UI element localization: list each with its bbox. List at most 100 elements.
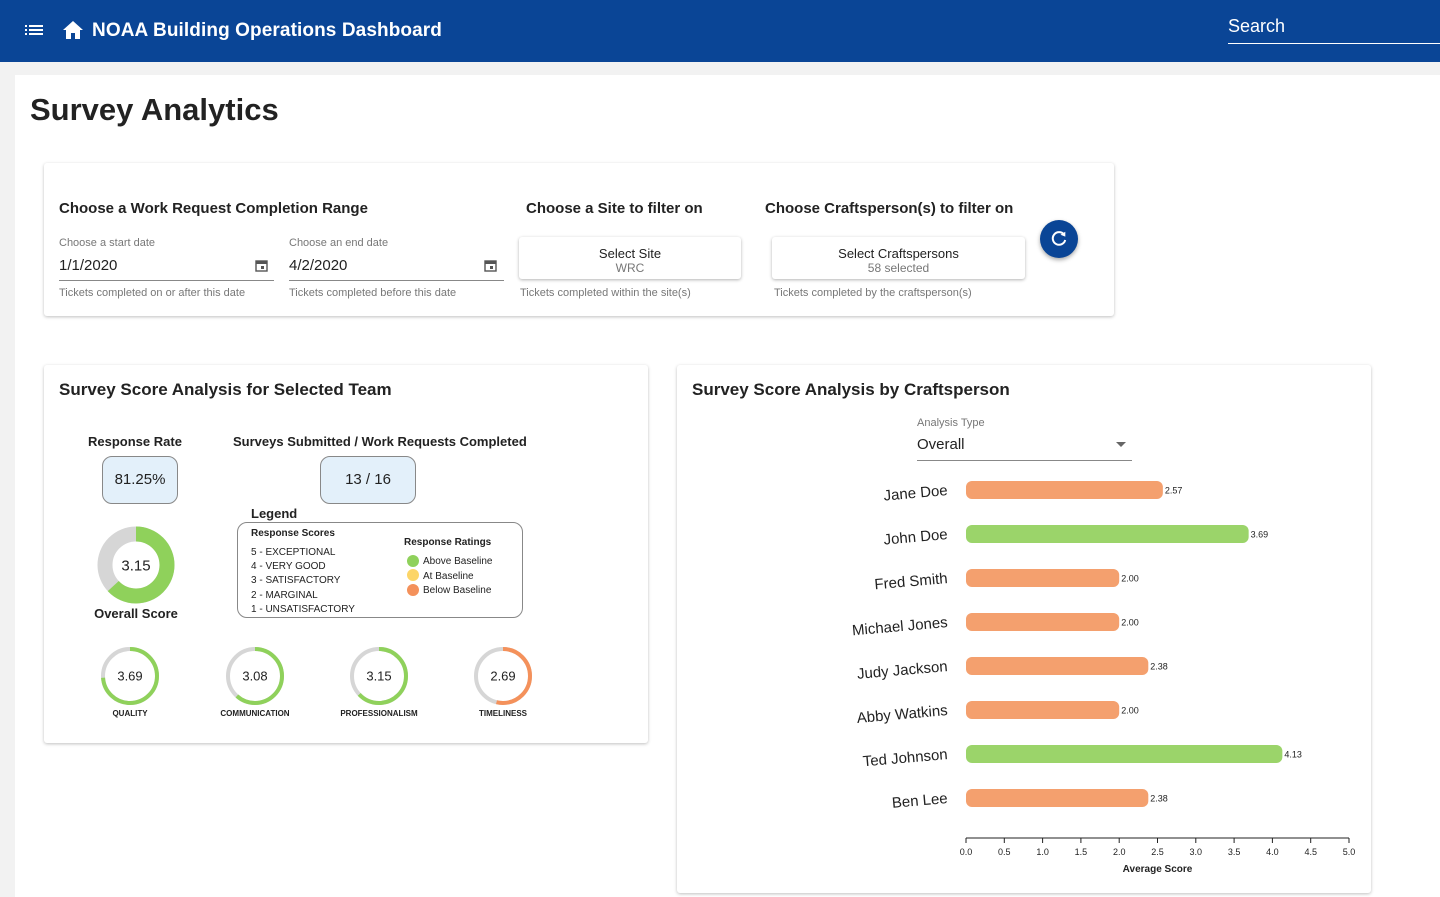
quality-gauge-value: 3.69 (117, 669, 142, 684)
bar[interactable] (966, 613, 1120, 631)
communication-label: COMMUNICATION (220, 709, 290, 718)
legend-score-item: 1 - UNSATISFACTORY (251, 604, 355, 615)
craftsperson-analysis-title: Survey Score Analysis by Craftsperson (692, 380, 1010, 399)
date-range-heading: Choose a Work Request Completion Range (59, 200, 368, 217)
timeliness-gauge-value: 2.69 (490, 669, 515, 684)
select-site-button[interactable]: Select Site WRC (519, 237, 741, 279)
below-baseline-dot (407, 584, 419, 596)
bar[interactable] (966, 657, 1149, 675)
select-craftspersons-button[interactable]: Select Craftspersons 58 selected (772, 237, 1025, 279)
start-date-helper: Tickets completed on or after this date (59, 287, 246, 299)
bar-value-label: 3.69 (1251, 530, 1269, 540)
legend-title: Legend (251, 506, 298, 521)
legend-rating-item: Above Baseline (423, 556, 493, 567)
legend-box (237, 522, 523, 618)
select-site-label: Select Site (598, 246, 662, 261)
x-axis-title: Average Score (1123, 864, 1193, 875)
surveys-submitted-label: Surveys Submitted / Work Requests Comple… (233, 434, 527, 449)
x-tick-label: 2.0 (1113, 847, 1126, 857)
analysis-type-label: Analysis Type (917, 417, 985, 429)
select-craftspersons-label: Select Craftspersons (838, 246, 959, 261)
dropdown-caret-icon[interactable] (1116, 442, 1126, 447)
x-tick-label: 3.0 (1190, 847, 1203, 857)
communication-gauge: 3.08 (226, 647, 284, 705)
timeliness-gauge-arc (474, 647, 532, 705)
category-label: Ted Johnson (862, 746, 948, 770)
page-title: Survey Analytics (30, 92, 279, 127)
response-ratings-heading: Response Ratings (404, 537, 492, 548)
start-date-field[interactable]: 1/1/2020 (59, 257, 118, 274)
category-label: Judy Jackson (856, 658, 948, 683)
overall-score-label: Overall Score (94, 606, 178, 621)
professionalism-gauge: 3.15 (350, 647, 408, 705)
refresh-icon (1051, 231, 1067, 246)
bar[interactable] (966, 745, 1283, 763)
surveys-submitted-value: 13 / 16 (320, 456, 416, 504)
x-tick-label: 1.5 (1075, 847, 1088, 857)
response-rate-value: 81.25% (102, 456, 178, 504)
category-label: Abby Watkins (856, 702, 948, 727)
professionalism-label: PROFESSIONALISM (340, 709, 418, 718)
score-gauges: 3.15 3.69 3.08 3.15 2.69 (97, 526, 532, 705)
bar[interactable] (966, 701, 1120, 719)
start-date-label: Choose a start date (59, 237, 156, 249)
overall-score-gauge: 3.15 (97, 526, 175, 604)
category-label: Fred Smith (874, 570, 949, 593)
communication-gauge-value: 3.08 (242, 669, 267, 684)
end-date-underline (289, 280, 504, 281)
bar[interactable] (966, 525, 1249, 543)
analysis-type-select[interactable]: Overall (917, 436, 965, 453)
app-title: NOAA Building Operations Dashboard (92, 20, 442, 41)
overall-score-gauge-arc (97, 526, 175, 604)
category-label: Jane Doe (883, 482, 948, 505)
craftsperson-helper: Tickets completed by the craftsperson(s) (774, 287, 972, 299)
team-analysis-card (44, 365, 648, 743)
refresh-button[interactable] (1040, 220, 1078, 258)
at-baseline-dot (407, 569, 419, 581)
legend-score-item: 2 - MARGINAL (251, 590, 318, 601)
bar-value-label: 2.57 (1165, 486, 1183, 496)
bar-value-label: 2.00 (1121, 574, 1139, 584)
overall-score-gauge-value: 3.15 (121, 557, 150, 574)
bar[interactable] (966, 569, 1120, 587)
craftsperson-heading: Choose Craftsperson(s) to filter on (765, 200, 1014, 217)
home-icon[interactable] (62, 20, 84, 40)
calendar-icon[interactable] (484, 259, 497, 272)
end-date-field[interactable]: 4/2/2020 (289, 257, 348, 274)
quality-gauge: 3.69 (101, 647, 159, 705)
professionalism-gauge-arc (350, 647, 408, 705)
legend-rating-item: Below Baseline (423, 585, 492, 596)
bar-value-label: 2.00 (1121, 706, 1139, 716)
above-baseline-dot (407, 555, 419, 567)
calendar-icon[interactable] (255, 259, 268, 272)
category-label: Michael Jones (851, 614, 948, 639)
legend-score-item: 3 - SATISFACTORY (251, 575, 341, 586)
site-heading: Choose a Site to filter on (526, 200, 703, 217)
menu-icon[interactable] (25, 22, 43, 38)
communication-gauge-arc (226, 647, 284, 705)
x-tick-label: 3.5 (1228, 847, 1241, 857)
site-helper: Tickets completed within the site(s) (520, 287, 691, 299)
category-label: John Doe (883, 526, 948, 549)
x-tick-label: 2.5 (1151, 847, 1164, 857)
search-input[interactable]: Search (1228, 14, 1440, 44)
x-tick-label: 0.0 (960, 847, 973, 857)
top-app-bar: NOAA Building Operations Dashboard Searc… (0, 0, 1440, 62)
legend-score-item: 5 - EXCEPTIONAL (251, 547, 336, 558)
quality-label: QUALITY (112, 709, 148, 718)
bar-value-label: 4.13 (1284, 750, 1302, 760)
select-craftspersons-value: 58 selected (867, 261, 930, 275)
quality-gauge-arc (101, 647, 159, 705)
bar-value-label: 2.38 (1150, 662, 1168, 672)
response-scores-heading: Response Scores (251, 528, 335, 539)
x-tick-label: 0.5 (998, 847, 1011, 857)
x-tick-label: 5.0 (1343, 847, 1356, 857)
bar[interactable] (966, 789, 1149, 807)
bar[interactable] (966, 481, 1163, 499)
professionalism-gauge-value: 3.15 (366, 669, 391, 684)
x-tick-label: 4.5 (1304, 847, 1317, 857)
select-site-value: WRC (615, 261, 645, 275)
legend-score-item: 4 - VERY GOOD (251, 561, 326, 572)
analysis-type-underline (917, 460, 1132, 461)
